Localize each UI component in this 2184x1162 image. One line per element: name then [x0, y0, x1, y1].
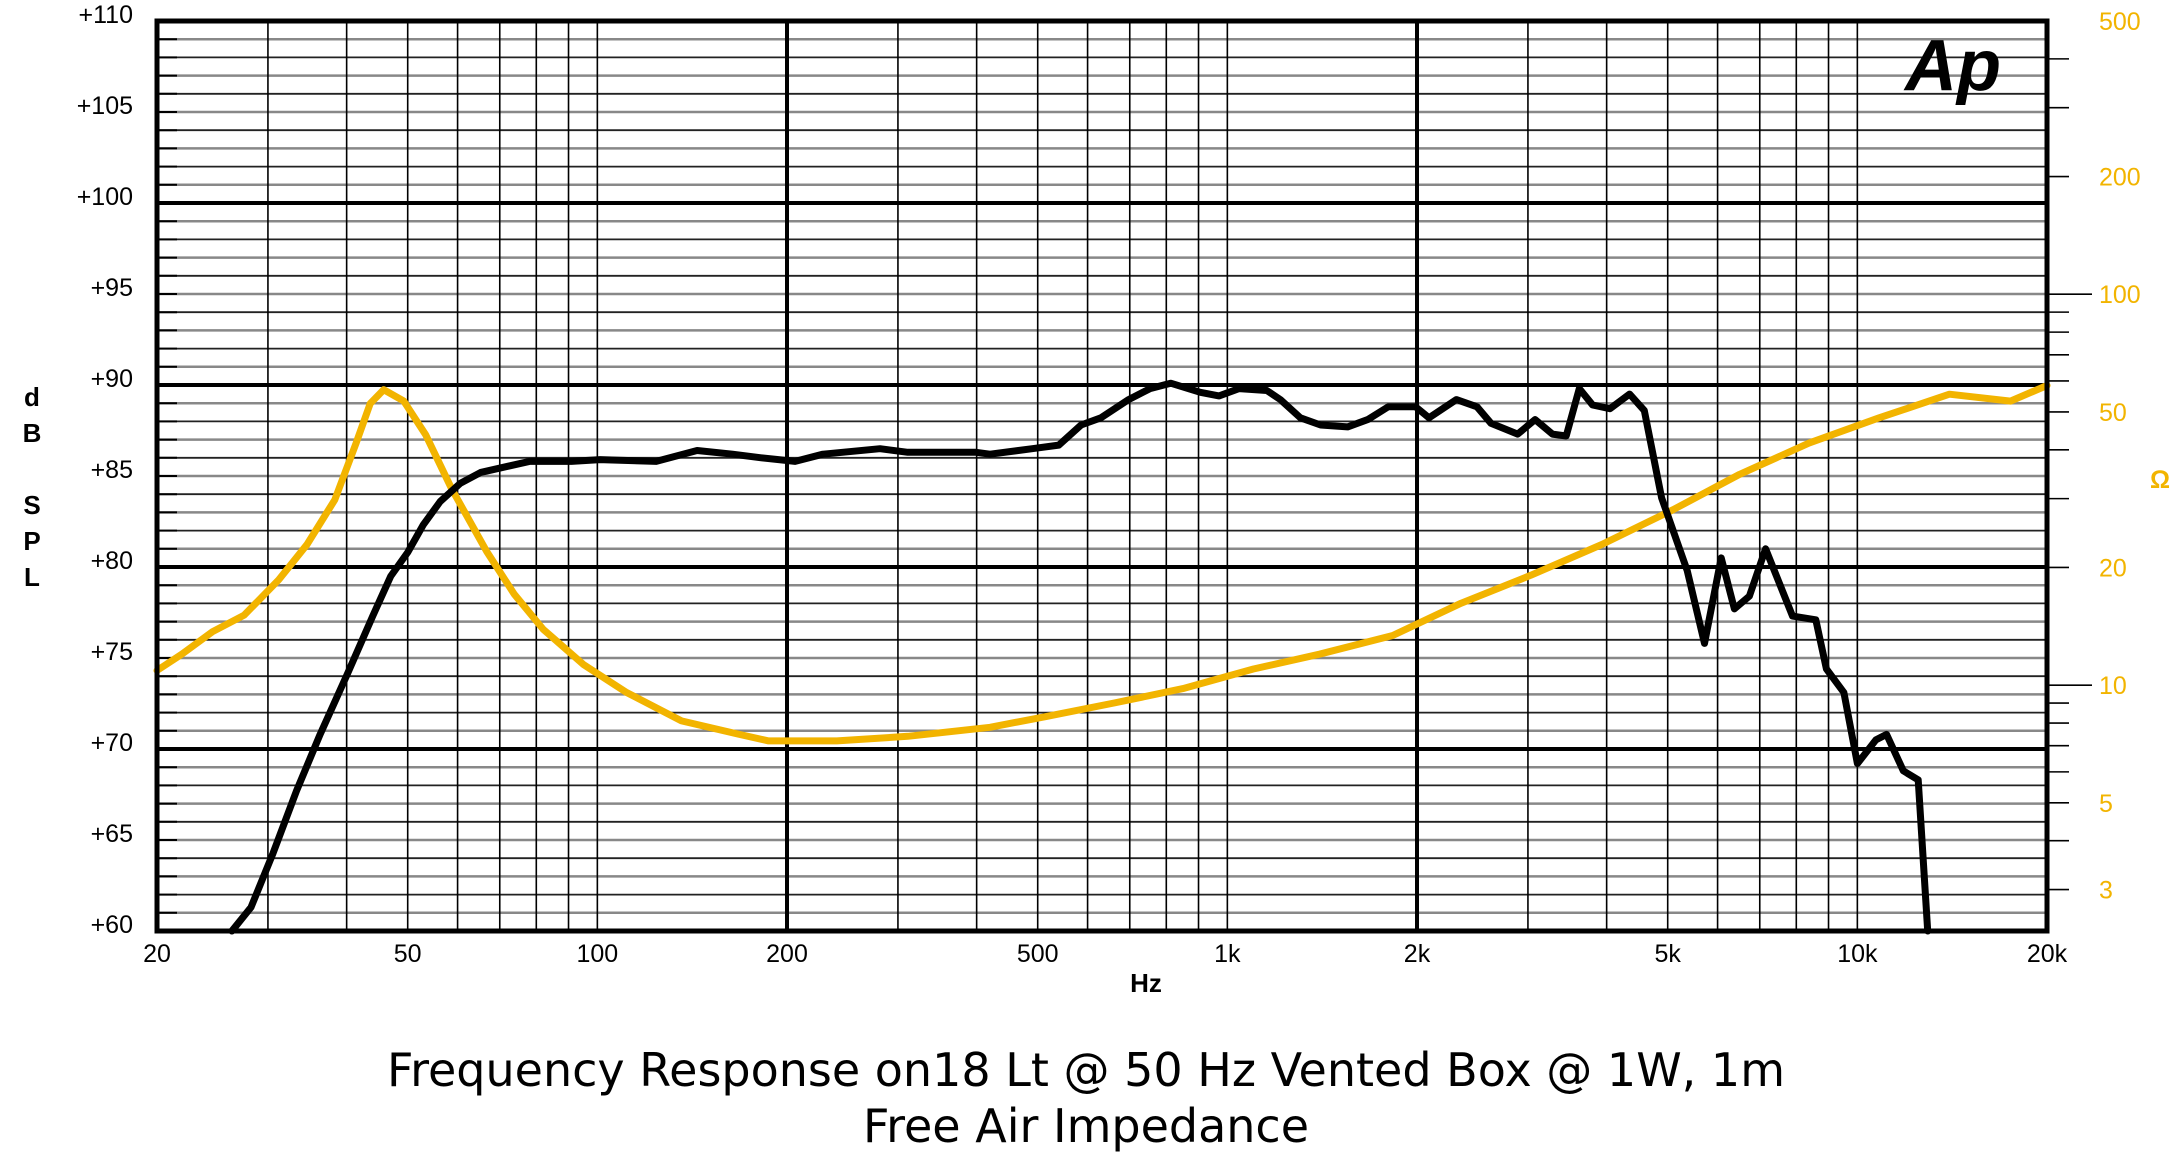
- y-axis-label: dB SPL: [17, 382, 47, 598]
- y-tick-label: +80: [91, 547, 133, 575]
- y-tick-label: +60: [91, 911, 133, 939]
- plot-border: [154, 18, 2050, 934]
- y2-tick-label: 500: [2099, 8, 2141, 36]
- x-tick-label: 2k: [1404, 940, 1431, 968]
- y-axis-ticks: +110 +105 +100 +95 +90 +85 +80 +75 +70 +65 +60: [77, 1, 133, 939]
- x-tick-label: 20k: [2027, 940, 2068, 968]
- impedance-curve: [153, 382, 2051, 745]
- spl-curve: [228, 379, 1932, 935]
- y2-tick-label: 5: [2099, 790, 2113, 818]
- y2-tick-label: 100: [2099, 281, 2141, 309]
- x-tick-label: 5k: [1654, 940, 1681, 968]
- x-tick-label: 200: [766, 940, 808, 968]
- y-tick-label: +75: [91, 638, 133, 666]
- x-axis-label: Hz: [1130, 968, 1162, 998]
- y-tick-label: +65: [91, 820, 133, 848]
- ap-logo: Ap: [1903, 26, 2001, 106]
- y-tick-label: +110: [79, 1, 133, 29]
- grid: [157, 21, 2092, 931]
- plot-frame: [154, 18, 2050, 934]
- x-tick-label: 1k: [1214, 940, 1241, 968]
- y-tick-label: +105: [77, 92, 133, 120]
- y-tick-label: +100: [77, 183, 133, 211]
- y2-tick-label: 10: [2099, 672, 2127, 700]
- y-tick-label: +70: [91, 729, 133, 757]
- x-tick-label: 20: [143, 940, 171, 968]
- chart-subtitle: Free Air Impedance: [863, 1099, 1309, 1153]
- x-tick-label: 50: [394, 940, 422, 968]
- x-tick-label: 10k: [1837, 940, 1878, 968]
- x-tick-label: 500: [1017, 940, 1059, 968]
- curves: [153, 379, 2051, 935]
- y2-tick-label: 50: [2099, 399, 2127, 427]
- y2-tick-label: 200: [2099, 164, 2141, 192]
- y2-axis-ticks: 500 200 100 50 20 10 5 3: [2099, 8, 2141, 905]
- chart-title: Frequency Response on18 Lt @ 50 Hz Vente…: [387, 1043, 1785, 1097]
- y2-tick-label: 20: [2099, 554, 2127, 582]
- y-tick-label: +85: [91, 456, 133, 484]
- y-tick-label: +90: [91, 365, 133, 393]
- y-tick-label: +95: [91, 274, 133, 302]
- y2-axis-label: Ω: [2150, 466, 2170, 494]
- x-axis-ticks: 20 50 100 200 500 1k 2k 5k 10k 20k: [143, 940, 2068, 968]
- x-tick-label: 100: [576, 940, 618, 968]
- y2-tick-label: 3: [2099, 877, 2113, 905]
